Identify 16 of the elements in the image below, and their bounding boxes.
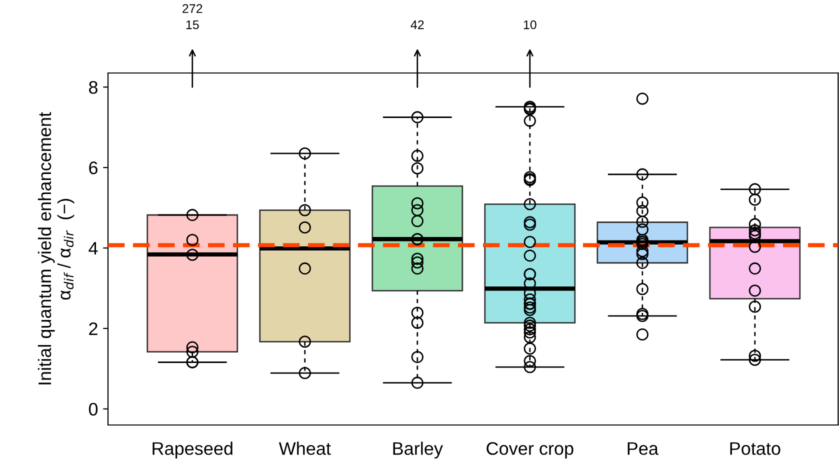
text: 42 (410, 20, 424, 30)
x-tick-label: Pea (628, 442, 658, 455)
y-tick-label: 4 (88, 242, 98, 255)
y-axis-title: Initial quantum yield enhancement α$_{dif}$ / α$_{dir}$ (−) (38, 112, 74, 384)
x-tick-label: Potato (730, 442, 780, 455)
text: 15 (186, 20, 199, 30)
text: 10 (524, 20, 536, 30)
x-tick-label: Cover crop (486, 442, 574, 458)
y-tick-label: 6 (89, 161, 98, 174)
x-tick-label: Rapeseed (152, 442, 232, 458)
x-tick-label: Barley (393, 442, 443, 458)
text: 272 (182, 4, 202, 13)
x-tick-label: Wheat (278, 442, 331, 455)
y-tick-label: 2 (89, 322, 98, 335)
y-tick-label: 0 (88, 402, 98, 416)
y-tick-label: 8 (89, 81, 98, 94)
